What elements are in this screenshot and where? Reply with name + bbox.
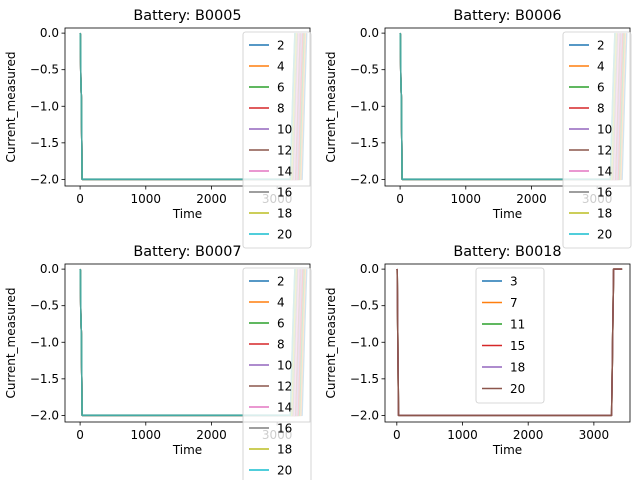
x-tick-label: 1000 [447, 428, 478, 442]
chart-title: Battery: B0018 [453, 244, 561, 260]
legend-label: 12 [277, 144, 292, 158]
x-axis-label: Time [172, 207, 202, 221]
legend: 3 7 11 15 18 20 [475, 267, 545, 404]
legend-label: 6 [277, 81, 285, 95]
x-tick-label: 0 [396, 192, 404, 206]
legend-label: 4 [277, 60, 285, 74]
y-tick-label: −0.5 [30, 63, 59, 77]
legend: 2 4 6 8 10 12 14 16 18 20 [242, 31, 312, 249]
x-tick-label: 0 [76, 192, 84, 206]
legend-label: 6 [277, 317, 285, 331]
legend-label: 10 [277, 123, 292, 137]
legend-label: 2 [277, 275, 285, 289]
axes-frame [384, 263, 631, 423]
y-tick-label: −1.5 [350, 372, 379, 386]
y-tick-label: −1.5 [30, 136, 59, 150]
y-tick-label: −2.0 [350, 408, 379, 422]
y-tick-label: −2.0 [30, 408, 59, 422]
series-line-20 [396, 268, 623, 417]
y-tick-label: −1.0 [350, 335, 379, 349]
x-axis-label: Time [492, 443, 522, 457]
legend-label: 6 [597, 81, 605, 95]
chart-title: Battery: B0005 [133, 8, 241, 24]
legend-label: 4 [597, 60, 605, 74]
x-axis-label: Time [492, 207, 522, 221]
y-tick-label: 0.0 [360, 26, 379, 40]
chart-title: Battery: B0007 [133, 244, 241, 260]
legend-label: 15 [510, 339, 525, 353]
x-tick-label: 1000 [451, 192, 482, 206]
legend-label: 20 [277, 464, 292, 478]
legend-label: 4 [277, 296, 285, 310]
legend-label: 18 [597, 207, 612, 221]
y-tick-label: −1.5 [30, 372, 59, 386]
x-tick-label: 0 [76, 428, 84, 442]
legend-label: 20 [597, 228, 612, 242]
x-tick-label: 3000 [579, 428, 610, 442]
x-tick-label: 1000 [131, 428, 162, 442]
legend-label: 18 [277, 443, 292, 457]
y-tick-label: −0.5 [350, 299, 379, 313]
legend-label: 14 [277, 401, 292, 415]
legend-label: 7 [510, 296, 518, 310]
y-axis-label: Current_measured [4, 287, 18, 398]
legend-label: 20 [277, 228, 292, 242]
legend: 2 4 6 8 10 12 14 16 18 20 [242, 267, 312, 480]
x-tick-label: 0 [393, 428, 401, 442]
y-tick-label: 0.0 [40, 26, 59, 40]
x-tick-label: 2000 [196, 428, 227, 442]
legend-label: 14 [597, 165, 612, 179]
x-tick-label: 2000 [196, 192, 227, 206]
legend-label: 2 [277, 39, 285, 53]
legend-label: 2 [597, 39, 605, 53]
legend-label: 14 [277, 165, 292, 179]
legend-box [242, 267, 312, 480]
legend-box [242, 31, 312, 249]
subplot-1: 01000200030000.0−0.5−1.0−1.5−2.0TimeCurr… [4, 8, 312, 249]
y-tick-label: −0.5 [350, 63, 379, 77]
y-tick-label: −1.0 [30, 335, 59, 349]
y-tick-label: 0.0 [360, 262, 379, 276]
y-tick-label: −2.0 [30, 172, 59, 186]
legend-label: 18 [277, 207, 292, 221]
legend-label: 8 [277, 338, 285, 352]
y-tick-label: 0.0 [40, 262, 59, 276]
subplot-4: 0 1000 2000 3000 0.0 −0.5 −1.0 −1.5 −2.0 Time Curr… [324, 244, 631, 457]
legend-label: 12 [597, 144, 612, 158]
legend: 2 4 6 8 10 12 14 16 18 20 [562, 31, 632, 249]
y-axis-label: Current_measured [4, 51, 18, 162]
x-axis-label: Time [172, 443, 202, 457]
y-axis-label: Current_measured [324, 287, 338, 398]
legend-label: 12 [277, 380, 292, 394]
legend-label: 11 [510, 318, 525, 332]
x-tick-label: 2000 [516, 192, 547, 206]
chart-title: Battery: B0006 [453, 8, 561, 24]
legend-label: 20 [510, 382, 525, 396]
legend-label: 8 [597, 102, 605, 116]
legend-label: 10 [597, 123, 612, 137]
subplot-3: 01000200030000.0−0.5−1.0−1.5−2.0TimeCurr… [4, 244, 312, 480]
y-tick-label: −2.0 [350, 172, 379, 186]
legend-label: 3 [510, 275, 518, 289]
legend-label: 16 [277, 186, 292, 200]
legend-label: 18 [510, 361, 525, 375]
plot-area [396, 268, 623, 417]
subplot-2: 01000200030000.0−0.5−1.0−1.5−2.0TimeCurr… [324, 8, 632, 249]
y-axis-label: Current_measured [324, 51, 338, 162]
y-tick-label: −1.0 [30, 99, 59, 113]
legend-box [562, 31, 632, 249]
legend-label: 8 [277, 102, 285, 116]
legend-label: 10 [277, 359, 292, 373]
y-tick-label: −0.5 [30, 299, 59, 313]
legend-label: 16 [597, 186, 612, 200]
legend-label: 16 [277, 422, 292, 436]
x-tick-label: 2000 [513, 428, 544, 442]
y-tick-label: −1.0 [350, 99, 379, 113]
y-tick-label: −1.5 [350, 136, 379, 150]
x-tick-label: 1000 [131, 192, 162, 206]
